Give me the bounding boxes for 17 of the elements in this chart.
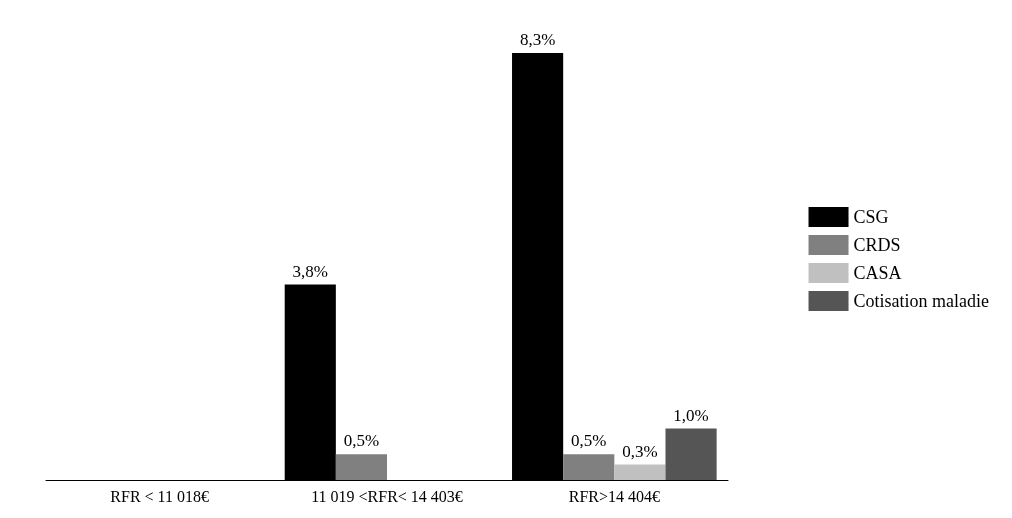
legend-label: CRDS: [853, 235, 901, 255]
data-label: 8,3%: [519, 30, 556, 49]
bar: [335, 454, 387, 480]
bar: [665, 428, 717, 480]
legend-label: CSG: [853, 207, 889, 227]
x-tick-label: 11 019 <RFR< 14 403€: [311, 487, 463, 505]
bar: [563, 454, 615, 480]
data-label: 0,5%: [571, 431, 607, 451]
data-label: 3,8%: [292, 261, 328, 281]
data-label: 0,3%: [622, 441, 658, 461]
legend-label: CASA: [853, 263, 902, 283]
data-label: 1,0%: [673, 405, 709, 425]
legend-label: Cotisation maladie: [853, 291, 990, 311]
data-label: 0,5%: [343, 431, 380, 451]
x-tick-label: RFR>14 404€: [568, 487, 660, 505]
x-tick-label: RFR < 11 018€: [110, 487, 209, 505]
bar: [614, 464, 666, 480]
